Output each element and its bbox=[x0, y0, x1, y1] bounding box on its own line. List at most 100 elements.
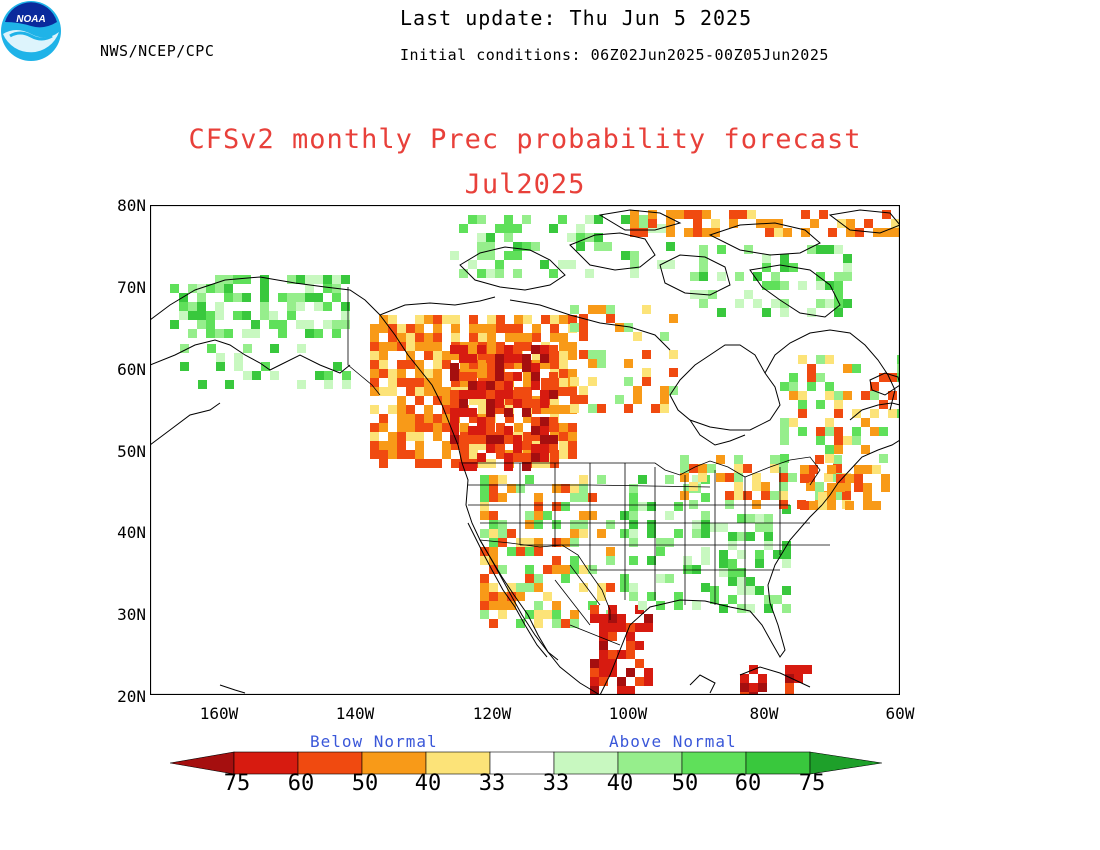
probability-cell bbox=[297, 380, 306, 389]
probability-cell bbox=[489, 583, 498, 592]
probability-cell bbox=[534, 511, 543, 520]
probability-cell bbox=[459, 408, 468, 417]
probability-cell bbox=[433, 396, 442, 405]
probability-cell bbox=[504, 408, 513, 417]
legend-label: 60 bbox=[734, 771, 762, 796]
probability-cell bbox=[773, 550, 782, 559]
probability-cell bbox=[728, 568, 737, 577]
probability-cell bbox=[834, 245, 843, 254]
probability-cell bbox=[891, 228, 900, 237]
probability-cell bbox=[433, 378, 442, 387]
y-tick-label: 70N bbox=[117, 278, 146, 297]
probability-cell bbox=[480, 529, 489, 538]
probability-cell bbox=[825, 445, 834, 454]
probability-cell bbox=[597, 592, 606, 601]
probability-cell bbox=[701, 520, 710, 529]
probability-cell bbox=[415, 333, 424, 342]
probability-cell bbox=[635, 623, 644, 632]
probability-cell bbox=[626, 632, 635, 641]
probability-cell bbox=[477, 381, 486, 390]
probability-cell bbox=[855, 228, 864, 237]
probability-cell bbox=[699, 299, 708, 308]
probability-cell bbox=[525, 610, 534, 619]
probability-cell bbox=[765, 228, 774, 237]
probability-cell bbox=[753, 272, 762, 281]
probability-cell bbox=[242, 311, 251, 320]
probability-cell bbox=[478, 333, 487, 342]
probability-cell bbox=[816, 436, 825, 445]
probability-cell bbox=[323, 284, 332, 293]
probability-cell bbox=[197, 311, 206, 320]
probability-cell bbox=[764, 541, 773, 550]
probability-cell bbox=[450, 372, 459, 381]
probability-cell bbox=[701, 547, 710, 556]
probability-cell bbox=[504, 224, 513, 233]
probability-cell bbox=[568, 387, 577, 396]
probability-cell bbox=[606, 547, 615, 556]
probability-cell bbox=[531, 363, 540, 372]
probability-cell bbox=[489, 520, 498, 529]
probability-cell bbox=[891, 219, 900, 228]
probability-cell bbox=[450, 399, 459, 408]
probability-cell bbox=[773, 595, 782, 604]
color-legend bbox=[170, 751, 882, 775]
probability-cell bbox=[498, 520, 507, 529]
probability-cell bbox=[486, 399, 495, 408]
probability-cell bbox=[785, 665, 794, 674]
probability-cell bbox=[215, 329, 224, 338]
probability-cell bbox=[827, 483, 836, 492]
probability-cell bbox=[559, 450, 568, 459]
probability-cell bbox=[207, 344, 216, 353]
probability-cell bbox=[433, 423, 442, 432]
probability-cell bbox=[570, 377, 579, 386]
probability-cell bbox=[540, 399, 549, 408]
probability-cell bbox=[864, 219, 873, 228]
probability-cell bbox=[433, 459, 442, 468]
probability-cell bbox=[397, 333, 406, 342]
probability-cell bbox=[459, 354, 468, 363]
probability-cell bbox=[789, 382, 798, 391]
probability-cell bbox=[785, 683, 794, 692]
probability-cell bbox=[561, 619, 570, 628]
probability-cell bbox=[287, 311, 296, 320]
probability-cell bbox=[540, 435, 549, 444]
probability-cell bbox=[486, 381, 495, 390]
probability-cell bbox=[424, 369, 433, 378]
legend-label: 75 bbox=[223, 771, 251, 796]
probability-cell bbox=[480, 556, 489, 565]
probability-cell bbox=[719, 523, 728, 532]
probability-cell bbox=[433, 414, 442, 423]
probability-cell bbox=[406, 432, 415, 441]
coastlines bbox=[150, 209, 900, 695]
probability-cell bbox=[496, 324, 505, 333]
probability-cell bbox=[743, 464, 752, 473]
probability-cell bbox=[260, 293, 269, 302]
probability-cell bbox=[590, 686, 599, 695]
probability-cell bbox=[599, 614, 608, 623]
probability-cell bbox=[684, 228, 693, 237]
probability-cell bbox=[522, 399, 531, 408]
probability-cell bbox=[779, 482, 788, 491]
probability-cell bbox=[597, 475, 606, 484]
probability-cell bbox=[379, 423, 388, 432]
probability-cell bbox=[798, 281, 807, 290]
probability-cell bbox=[469, 396, 478, 405]
probability-cell bbox=[570, 484, 579, 493]
probability-cell bbox=[379, 369, 388, 378]
probability-cell bbox=[188, 329, 197, 338]
probability-cell bbox=[242, 275, 251, 284]
probability-cell bbox=[897, 409, 900, 418]
probability-cell bbox=[597, 404, 606, 413]
probability-cell bbox=[629, 583, 638, 592]
y-tick-label: 50N bbox=[117, 442, 146, 461]
probability-cell bbox=[477, 345, 486, 354]
probability-cell bbox=[737, 577, 746, 586]
probability-cell bbox=[800, 465, 809, 474]
probability-cell bbox=[764, 523, 773, 532]
probability-cell bbox=[746, 586, 755, 595]
probability-cell bbox=[477, 242, 486, 251]
probability-cell bbox=[888, 409, 897, 418]
probability-cell bbox=[516, 619, 525, 628]
probability-cell bbox=[388, 333, 397, 342]
probability-cell bbox=[514, 423, 523, 432]
